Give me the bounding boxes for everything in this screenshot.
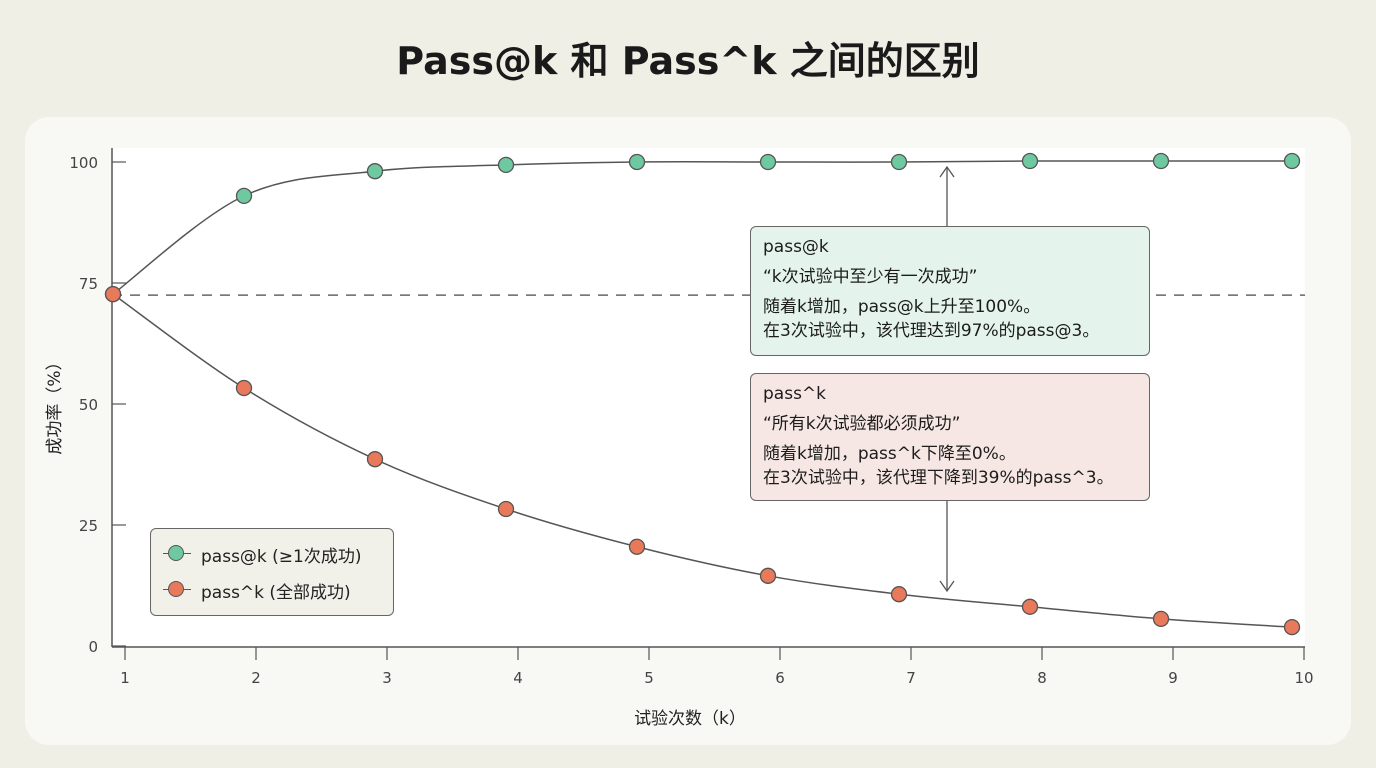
data-point-pass-at-k xyxy=(235,187,253,205)
x-tick-label: 7 xyxy=(906,669,916,687)
legend-item-pass-pow-k: pass^k (全部成功) xyxy=(163,577,351,603)
legend-item-pass-at-k: pass@k (≥1次成功) xyxy=(163,541,362,567)
data-point-pass-at-k xyxy=(890,153,908,171)
legend-label: pass^k (全部成功) xyxy=(201,582,351,603)
annotation-quote: “所有k次试验都必须成功” xyxy=(763,414,961,434)
data-point-pass-pow-k xyxy=(1152,610,1170,628)
data-point-pass-at-k xyxy=(497,156,515,174)
legend-label: pass@k (≥1次成功) xyxy=(201,546,362,567)
y-tick-label: 75 xyxy=(79,275,98,293)
chart-title: Pass@k 和 Pass^k 之间的区别 xyxy=(396,39,980,83)
x-tick-label: 10 xyxy=(1294,669,1313,687)
x-tick-label: 6 xyxy=(775,669,785,687)
legend: pass@k (≥1次成功) pass^k (全部成功) xyxy=(150,528,394,616)
data-point-pass-pow-k xyxy=(366,451,384,468)
data-point-pass-pow-k xyxy=(890,586,908,603)
data-point-pass-pow-k xyxy=(628,538,646,555)
annotation-line: 随着k增加，pass@k上升至100%。 xyxy=(763,297,1041,317)
annotation-heading: pass^k xyxy=(763,384,827,404)
data-point-pass-pow-k xyxy=(497,500,515,518)
data-point-pass-pow-k xyxy=(235,379,253,397)
x-tick-label: 3 xyxy=(382,669,392,687)
legend-marker-orange xyxy=(163,580,191,600)
series-line-pass-pow-k xyxy=(112,293,1293,628)
data-point-pass-at-k xyxy=(1283,152,1301,170)
x-tick-label: 1 xyxy=(120,669,130,687)
annotation-pass-pow-k: pass^k “所有k次试验都必须成功” 随着k增加，pass^k下降至0%。 … xyxy=(750,373,1150,501)
data-point-pass-pow-k xyxy=(1283,618,1301,636)
y-tick-label: 50 xyxy=(79,396,98,414)
legend-marker-green xyxy=(163,544,191,564)
arrow-down-head xyxy=(939,580,955,593)
arrow-up-head xyxy=(939,165,955,178)
data-point-pass-pow-k xyxy=(104,285,122,303)
data-point-pass-pow-k xyxy=(1021,598,1039,615)
annotation-line: 随着k增加，pass^k下降至0%。 xyxy=(763,444,1016,464)
data-point-pass-at-k xyxy=(1021,152,1039,170)
x-tick-label: 5 xyxy=(644,669,654,687)
x-tick-label: 9 xyxy=(1168,669,1178,687)
data-point-pass-at-k xyxy=(1152,152,1170,170)
annotation-line: 在3次试验中，该代理达到97%的pass@3。 xyxy=(763,321,1100,341)
annotation-quote: “k次试验中至少有一次成功” xyxy=(763,267,978,287)
y-tick-label: 100 xyxy=(69,154,98,172)
annotation-pass-at-k: pass@k “k次试验中至少有一次成功” 随着k增加，pass@k上升至100… xyxy=(750,226,1150,356)
x-axis-label: 试验次数（k） xyxy=(634,709,746,729)
data-point-pass-at-k xyxy=(759,153,777,171)
y-tick-label: 25 xyxy=(79,517,98,535)
series-line-pass-at-k xyxy=(112,160,1292,295)
data-point-pass-at-k xyxy=(628,153,646,171)
x-tick-label: 4 xyxy=(513,669,523,687)
y-tick-label: 0 xyxy=(88,638,98,656)
data-point-pass-at-k xyxy=(366,163,384,180)
x-tick-label: 2 xyxy=(251,669,261,687)
annotation-line: 在3次试验中，该代理下降到39%的pass^3。 xyxy=(763,468,1114,488)
y-axis-label: 成功率（%） xyxy=(45,353,65,454)
data-point-pass-pow-k xyxy=(759,567,777,584)
x-tick-label: 8 xyxy=(1037,669,1047,687)
annotation-heading: pass@k xyxy=(763,237,829,257)
